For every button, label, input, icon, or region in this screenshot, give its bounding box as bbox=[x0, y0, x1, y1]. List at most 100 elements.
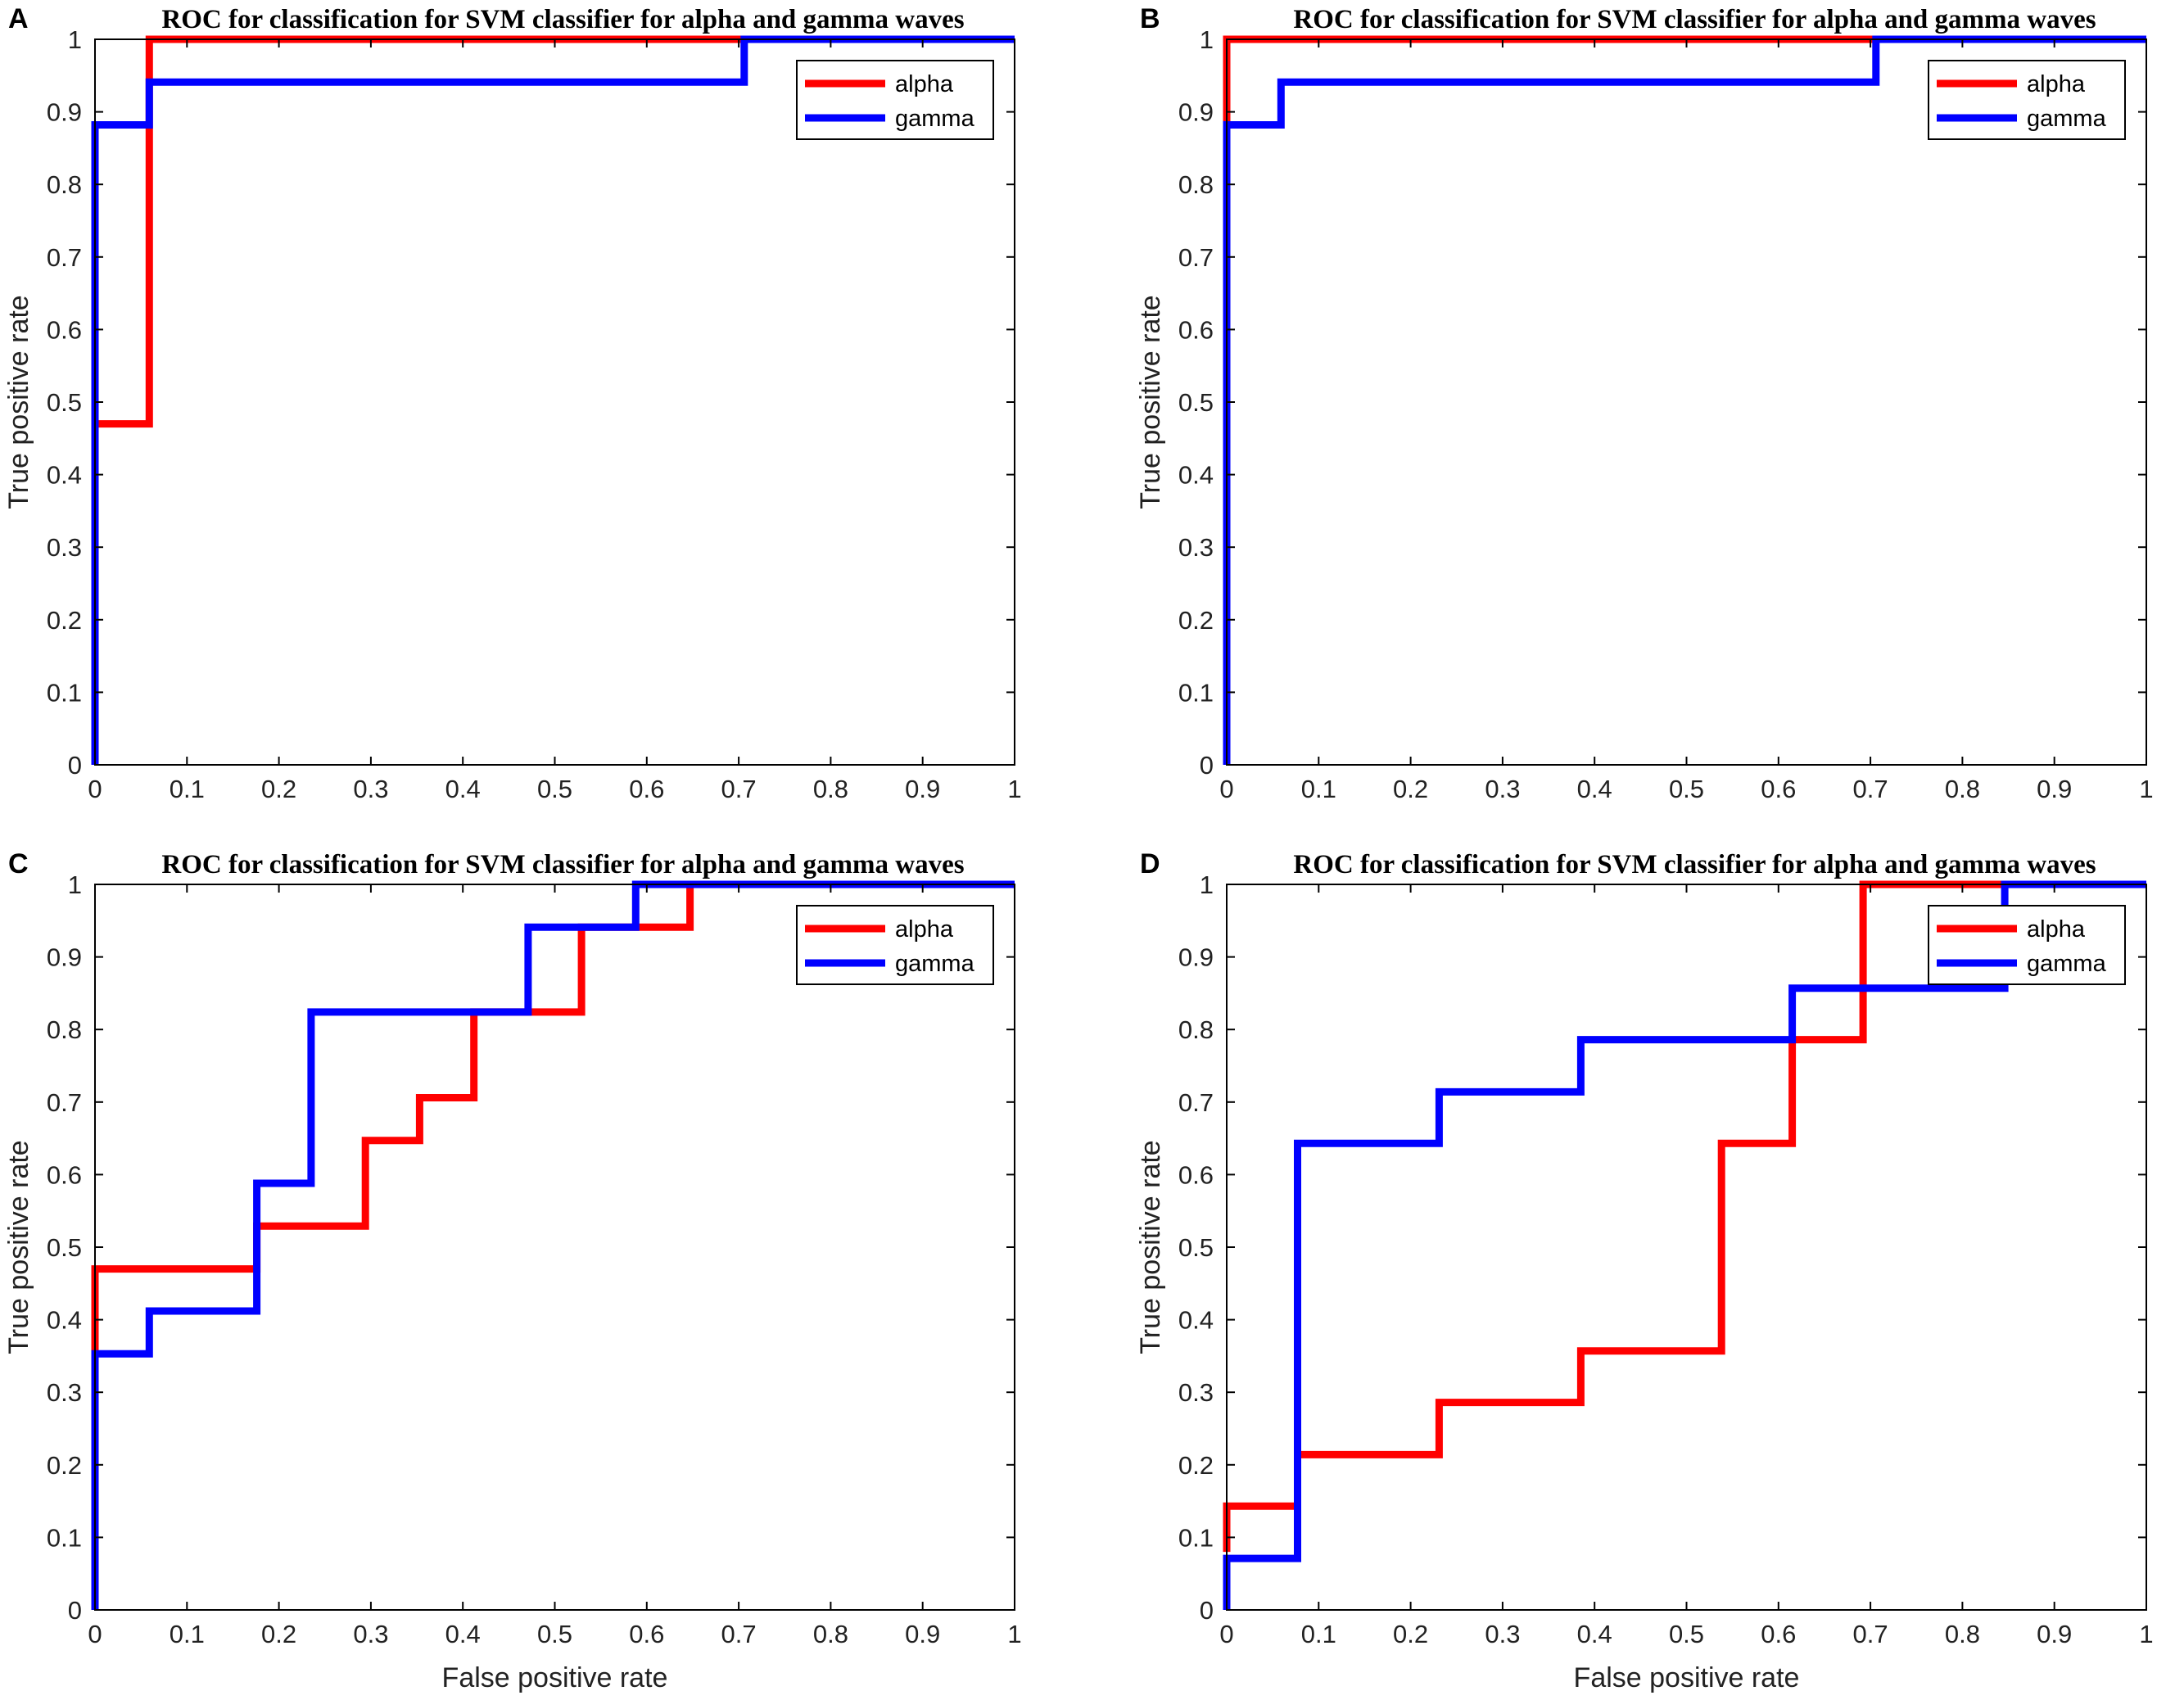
panel-a: A ROC for classification for SVM classifi… bbox=[3, 3, 1022, 803]
y-tick-label: 0.8 bbox=[1178, 1015, 1214, 1044]
legend: alpha gamma bbox=[796, 905, 994, 985]
y-tick-label: 0.3 bbox=[1178, 1378, 1214, 1407]
x-tick-label: 0.9 bbox=[2037, 1620, 2072, 1648]
chart-title: ROC for classification for SVM classifie… bbox=[161, 5, 964, 34]
x-tick-label: 0.7 bbox=[1853, 775, 1888, 803]
x-tick-label: 0.7 bbox=[721, 1620, 757, 1648]
series-group bbox=[91, 880, 1015, 1610]
series-group bbox=[1223, 880, 2146, 1610]
series-line-gamma bbox=[1223, 35, 2146, 765]
x-tick-label: 0.9 bbox=[905, 1620, 940, 1648]
y-tick-label: 1 bbox=[68, 870, 82, 899]
panel-letter: B bbox=[1140, 3, 1160, 34]
legend: alpha gamma bbox=[1928, 60, 2126, 140]
x-tick-label: 0.8 bbox=[813, 1620, 848, 1648]
y-tick-label: 0.6 bbox=[1178, 1160, 1214, 1189]
x-tick-label: 0.1 bbox=[1301, 775, 1336, 803]
y-tick-label: 0.8 bbox=[1178, 170, 1214, 199]
series-line-alpha bbox=[91, 35, 1015, 765]
series-group bbox=[91, 35, 1015, 765]
legend-label-gamma: gamma bbox=[2027, 106, 2107, 132]
y-tick-label: 0 bbox=[68, 1596, 82, 1625]
x-axis-label: False positive rate bbox=[1574, 1662, 1800, 1693]
x-tick-label: 1 bbox=[2139, 1620, 2153, 1648]
series-line-gamma bbox=[91, 35, 1015, 765]
y-tick-label: 0.9 bbox=[47, 98, 82, 127]
y-tick-label: 0.9 bbox=[1178, 943, 1214, 972]
x-tick-label: 0 bbox=[88, 775, 102, 803]
x-tick-label: 1 bbox=[2139, 775, 2153, 803]
x-tick-label: 0.9 bbox=[2037, 775, 2072, 803]
legend-box bbox=[1928, 60, 2126, 140]
x-tick-label: 0.4 bbox=[445, 1620, 481, 1648]
y-tick-label: 0.3 bbox=[47, 533, 82, 562]
legend: alpha gamma bbox=[796, 60, 994, 140]
x-tick-label: 0.2 bbox=[261, 775, 296, 803]
legend-box bbox=[1928, 905, 2126, 985]
chart-title: ROC for classification for SVM classifie… bbox=[161, 850, 964, 879]
series-group bbox=[1223, 35, 2146, 765]
y-tick-label: 0.6 bbox=[1178, 315, 1214, 344]
chart-title: ROC for classification for SVM classifie… bbox=[1293, 850, 2096, 879]
x-tick-label: 1 bbox=[1007, 775, 1021, 803]
x-tick-label: 0.4 bbox=[1577, 1620, 1612, 1648]
legend-label-alpha: alpha bbox=[2027, 71, 2086, 97]
series-line-gamma bbox=[91, 880, 1015, 1610]
legend-label-gamma: gamma bbox=[895, 951, 975, 977]
x-tick-label: 0.7 bbox=[1853, 1620, 1888, 1648]
x-tick-label: 0 bbox=[88, 1620, 102, 1648]
plot-frame bbox=[1226, 38, 2147, 766]
y-tick-label: 0.5 bbox=[47, 388, 82, 417]
y-tick-label: 1 bbox=[1200, 25, 1214, 54]
x-tick-label: 0 bbox=[1219, 775, 1233, 803]
legend-label-gamma: gamma bbox=[895, 106, 975, 132]
y-tick-label: 0.7 bbox=[47, 243, 82, 272]
legend-label-alpha: alpha bbox=[895, 71, 954, 97]
x-tick-label: 0.5 bbox=[537, 1620, 572, 1648]
panel-d: D ROC for classification for SVM classifi… bbox=[1135, 848, 2154, 1693]
y-tick-label: 0.7 bbox=[1178, 1088, 1214, 1117]
x-tick-label: 0.4 bbox=[1577, 775, 1612, 803]
x-tick-label: 0.8 bbox=[1945, 1620, 1980, 1648]
y-tick-label: 0 bbox=[68, 751, 82, 780]
x-tick-label: 0.3 bbox=[1485, 775, 1520, 803]
x-axis-label: False positive rate bbox=[442, 1662, 668, 1693]
x-tick-label: 0.6 bbox=[629, 775, 664, 803]
y-tick-label: 0.3 bbox=[47, 1378, 82, 1407]
y-tick-label: 0.9 bbox=[47, 943, 82, 972]
panel-b: B ROC for classification for SVM classifi… bbox=[1135, 3, 2154, 803]
x-tick-label: 0.3 bbox=[353, 775, 388, 803]
x-tick-label: 0.8 bbox=[1945, 775, 1980, 803]
legend-box bbox=[796, 60, 994, 140]
x-tick-label: 0.2 bbox=[1393, 1620, 1428, 1648]
x-tick-label: 0.6 bbox=[1761, 1620, 1796, 1648]
y-tick-label: 0.4 bbox=[1178, 1306, 1214, 1335]
panel-letter: C bbox=[8, 848, 29, 879]
legend: alpha gamma bbox=[1928, 905, 2126, 985]
y-tick-label: 0.1 bbox=[47, 678, 82, 707]
y-tick-label: 0.2 bbox=[1178, 606, 1214, 635]
legend-label-alpha: alpha bbox=[895, 916, 954, 943]
y-tick-label: 0.4 bbox=[1178, 461, 1214, 490]
plot-frame bbox=[94, 884, 1015, 1611]
legend-label-gamma: gamma bbox=[2027, 951, 2107, 977]
y-tick-label: 0.2 bbox=[47, 1451, 82, 1480]
plot-frame bbox=[1226, 884, 2147, 1611]
panel-letter: A bbox=[8, 3, 29, 34]
y-tick-label: 0.1 bbox=[1178, 678, 1214, 707]
y-axis-label: True positive rate bbox=[1135, 295, 1166, 509]
y-tick-label: 0.5 bbox=[47, 1233, 82, 1262]
y-tick-label: 0.1 bbox=[47, 1523, 82, 1552]
y-tick-label: 0.9 bbox=[1178, 98, 1214, 127]
y-tick-label: 0.3 bbox=[1178, 533, 1214, 562]
x-tick-label: 0.6 bbox=[629, 1620, 664, 1648]
x-tick-label: 0.9 bbox=[905, 775, 940, 803]
y-tick-label: 0.6 bbox=[47, 315, 82, 344]
series-line-gamma bbox=[1223, 880, 2146, 1610]
y-tick-label: 0.8 bbox=[47, 170, 82, 199]
x-tick-label: 0.1 bbox=[1301, 1620, 1336, 1648]
y-tick-label: 0.7 bbox=[47, 1088, 82, 1117]
x-tick-label: 0.6 bbox=[1761, 775, 1796, 803]
y-axis-label: True positive rate bbox=[1135, 1140, 1166, 1354]
